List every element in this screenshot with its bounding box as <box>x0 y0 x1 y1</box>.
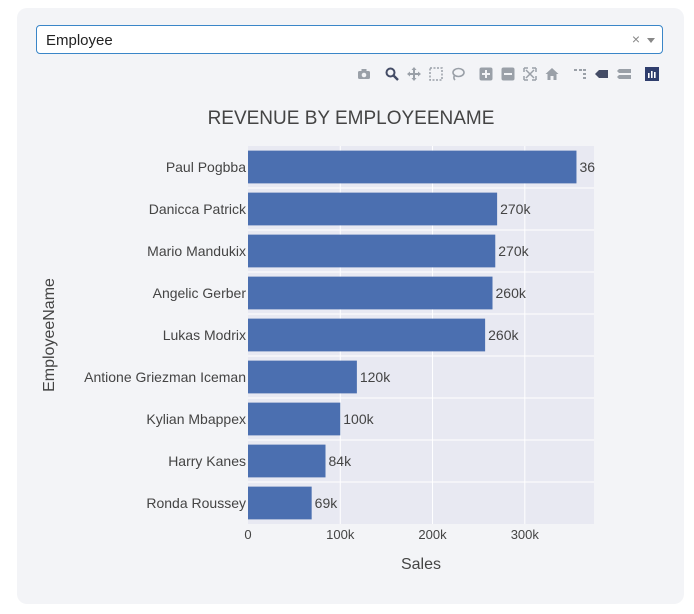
x-tick-label: 100k <box>326 527 355 542</box>
data-label: 100k <box>343 411 374 427</box>
data-label: 69k <box>315 495 339 511</box>
plotly-logo-icon[interactable] <box>645 67 659 81</box>
pan-icon[interactable] <box>407 67 421 81</box>
chevron-down-icon[interactable] <box>647 38 655 43</box>
autoscale-icon[interactable] <box>523 67 537 81</box>
category-label: Paul Pogbba <box>166 159 246 175</box>
x-tick-label: 300k <box>511 527 540 542</box>
hover-compare-icon[interactable] <box>617 67 631 81</box>
bar <box>248 444 326 478</box>
category-label: Antione Griezman Iceman <box>84 369 246 385</box>
bar <box>248 234 496 268</box>
modebar <box>357 65 667 83</box>
bar <box>248 486 312 520</box>
category-label: Lukas Modrix <box>163 327 246 343</box>
camera-icon[interactable] <box>357 67 371 81</box>
data-labels: 36 270k 270k 260k 260k 120k 100k 84k 69k <box>315 159 596 511</box>
data-label: 260k <box>496 285 527 301</box>
x-tick-label: 0 <box>244 527 251 542</box>
x-axis-title: Sales <box>401 556 441 573</box>
bar <box>248 150 577 184</box>
spike-lines-icon[interactable] <box>573 67 587 81</box>
zoom-icon[interactable] <box>385 67 399 81</box>
data-label: 270k <box>500 201 531 217</box>
reset-axes-icon[interactable] <box>545 67 559 81</box>
bar <box>248 402 341 436</box>
lasso-select-icon[interactable] <box>451 67 465 81</box>
data-label: 36 <box>579 159 595 175</box>
data-label: 84k <box>329 453 353 469</box>
chart-title: REVENUE BY EMPLOYEENAME <box>208 108 495 129</box>
zoom-out-icon[interactable] <box>501 67 515 81</box>
hover-closest-icon[interactable] <box>595 67 609 81</box>
bar <box>248 318 486 352</box>
box-select-icon[interactable] <box>429 67 443 81</box>
x-tick-labels: 0 100k 200k 300k <box>244 527 539 542</box>
employee-filter-select[interactable]: Employee × <box>36 25 663 54</box>
data-label: 120k <box>360 369 391 385</box>
category-label: Kylian Mbappex <box>146 411 246 427</box>
category-label: Ronda Roussey <box>146 495 246 511</box>
zoom-in-icon[interactable] <box>479 67 493 81</box>
category-label: Danicca Patrick <box>149 201 247 217</box>
category-label: Harry Kanes <box>168 453 246 469</box>
y-axis-title: EmployeeName <box>41 278 58 392</box>
bar <box>248 192 498 226</box>
data-label: 270k <box>498 243 529 259</box>
bars <box>248 150 577 520</box>
bar <box>248 360 357 394</box>
clear-icon[interactable]: × <box>631 31 640 47</box>
filter-selected-value: Employee <box>46 32 113 49</box>
category-label: Mario Mandukix <box>147 243 246 259</box>
x-tick-label: 200k <box>418 527 447 542</box>
bar <box>248 276 493 310</box>
data-label: 260k <box>488 327 519 343</box>
category-labels: Paul Pogbba Danicca Patrick Mario Mandukix… <box>84 159 247 511</box>
category-label: Angelic Gerber <box>153 285 247 301</box>
